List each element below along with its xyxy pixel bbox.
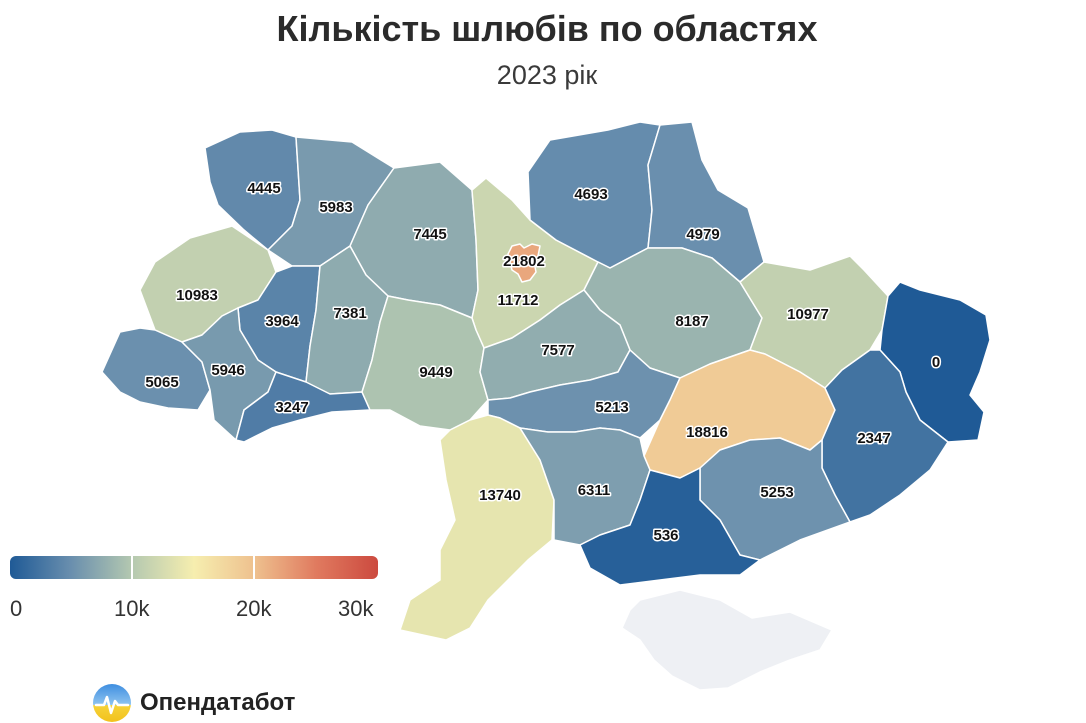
- region-value-poltava: 8187: [675, 313, 708, 330]
- region-value-chernivtsi: 3247: [275, 399, 308, 416]
- color-scale-bar: [10, 556, 378, 579]
- brand: Опендатабот: [92, 683, 295, 723]
- region-value-zaporizhzhia: 5253: [760, 484, 793, 501]
- region-value-volyn: 4445: [247, 180, 280, 197]
- scale-tick-0: 0: [10, 596, 23, 621]
- region-value-luhansk: 0: [932, 354, 940, 371]
- region-value-ternopil: 3964: [265, 313, 299, 330]
- region-value-dnipropetrovsk: 18816: [686, 424, 728, 441]
- scale-tick-20k: 20k: [236, 596, 272, 621]
- region-value-mykolaiv: 6311: [578, 482, 611, 499]
- region-value-rivne: 5983: [319, 199, 352, 216]
- region-crimea: [621, 589, 833, 691]
- region-value-kyiv-city: 21802: [503, 253, 545, 270]
- region-value-khmelnytskyi: 7381: [333, 305, 366, 322]
- brand-logo-icon: [93, 684, 131, 722]
- region-value-cherkasy: 7577: [541, 342, 574, 359]
- scale-tick-10k: 10k: [114, 596, 150, 621]
- region-value-vinnytsia: 9449: [419, 364, 452, 381]
- brand-name: Опендатабот: [140, 689, 296, 716]
- map-title: Кількість шлюбів по областях: [276, 8, 818, 49]
- region-value-zakarpattia: 5065: [145, 374, 178, 391]
- region-value-chernihiv: 4693: [574, 186, 607, 203]
- region-odesa: [399, 414, 555, 641]
- map-subtitle: 2023 рік: [496, 60, 598, 90]
- region-value-ivano-frankivsk: 5946: [211, 362, 244, 379]
- region-value-kyiv-oblast: 11712: [498, 292, 539, 309]
- region-kyiv-city: [507, 243, 541, 283]
- region-value-lviv: 10983: [176, 287, 218, 304]
- region-value-odesa: 13740: [479, 487, 521, 504]
- region-value-kirovohrad: 5213: [595, 399, 628, 416]
- scale-tick-30k: 30k: [338, 596, 374, 621]
- region-value-kharkiv: 10977: [787, 306, 829, 323]
- region-value-zhytomyr: 7445: [413, 226, 446, 243]
- region-value-kherson: 536: [653, 527, 678, 544]
- region-value-sumy: 4979: [686, 226, 719, 243]
- region-kherson: [579, 467, 761, 586]
- region-value-donetsk: 2347: [857, 430, 890, 447]
